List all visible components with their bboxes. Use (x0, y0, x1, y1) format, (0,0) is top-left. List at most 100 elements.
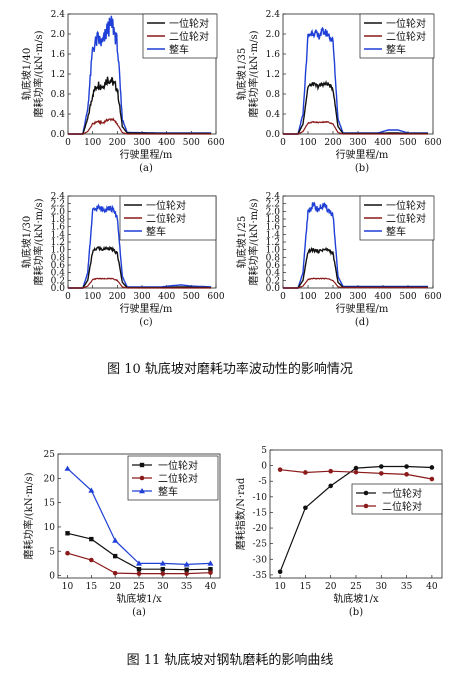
panel-label: (b) (355, 163, 369, 174)
y-tick-label: 1.6 (266, 50, 281, 60)
x-tick-label: 10 (274, 582, 286, 592)
y-tick-label: 0.4 (266, 110, 281, 120)
data-point (112, 537, 119, 543)
data-point (65, 531, 70, 536)
y-tick-label: 1.4 (266, 230, 281, 240)
x-tick-label: 15 (300, 582, 312, 592)
data-point (65, 550, 70, 556)
y-tick-label: 1.6 (266, 223, 281, 233)
legend-label: 二位轮对 (382, 500, 422, 513)
x-tick-label: 600 (207, 292, 224, 302)
legend-label: 整车 (169, 43, 189, 56)
data-point (184, 571, 189, 576)
panel-11b: 5 0 -5 -10 -15 -20 -25 -30 -35 10 15 20 25 30 35 40 一位轮对… (234, 446, 443, 618)
legend-label: 一位轮对 (386, 199, 426, 212)
y-tick-label: 2.4 (51, 192, 66, 202)
x-tick-label: 300 (133, 138, 150, 148)
x-axis-label: 行驶里程/m (120, 148, 173, 161)
y-tick-label: 2.0 (51, 207, 66, 217)
legend-label: 一位轮对 (158, 459, 198, 472)
y-axis-label: 磨耗功率/(kN·m/s) (247, 30, 260, 117)
legend-label: 一位轮对 (386, 17, 426, 30)
x-axis-label: 行驶里程/m (120, 302, 173, 315)
y-tick-label: 20 (44, 474, 56, 484)
y-tick-label: 0.4 (51, 269, 66, 279)
panel-10b: 0.0 0.4 0.8 1.2 1.6 2.0 2.4 0 100 200 300 400 500 600… (235, 10, 442, 174)
data-point (159, 560, 166, 566)
x-tick-label: 100 (299, 138, 316, 148)
x-tick-label: 600 (424, 138, 441, 148)
x-tick-label: 300 (133, 292, 150, 302)
x-tick-label: 15 (86, 582, 98, 592)
y-tick-label: 1.0 (266, 246, 281, 256)
data-point (404, 472, 409, 477)
legend-label: 二位轮对 (386, 30, 426, 43)
x-tick-label: 200 (109, 292, 126, 302)
figure11-caption: 图 11 轨底坡对钢轨磨耗的影响曲线 (127, 652, 334, 668)
x-tick-label: 600 (207, 138, 224, 148)
x-tick-label: 200 (324, 292, 341, 302)
y-axis-label: 磨耗功率/(kN·m/s) (32, 198, 45, 285)
y-tick-label: 2.4 (266, 192, 281, 202)
x-tick-label: 0 (65, 138, 71, 148)
y-axis-slope-label: 轨底坡1/25 (235, 216, 248, 268)
y-tick-label: 0 (261, 462, 267, 472)
x-tick-label: 100 (84, 292, 101, 302)
y-tick-label: 0.2 (51, 276, 65, 286)
data-point (88, 487, 95, 493)
legend-label: 二位轮对 (158, 472, 198, 485)
y-tick-label: -15 (253, 508, 268, 518)
x-tick-label: 35 (181, 582, 193, 592)
y-tick-label: 2.4 (51, 10, 66, 20)
y-tick-label: 2.0 (51, 30, 66, 40)
y-tick-label: 0.0 (266, 284, 281, 294)
legend-label: 整车 (386, 43, 406, 56)
x-tick-label: 200 (324, 138, 341, 148)
y-tick-label: 0.8 (266, 90, 281, 100)
series-line-wheelset1 (279, 465, 432, 573)
x-tick-label: 300 (349, 138, 366, 148)
legend-label: 二位轮对 (386, 212, 426, 225)
panel-label: (b) (349, 607, 363, 618)
y-tick-label: 0 (49, 572, 55, 582)
data-point (208, 567, 213, 572)
legend-label: 二位轮对 (146, 212, 186, 225)
data-point (328, 468, 334, 474)
y-tick-label: 10 (44, 523, 56, 533)
x-tick-label: 0 (280, 292, 286, 302)
y-tick-label: 1.2 (51, 238, 65, 248)
y-tick-label: 5 (49, 547, 55, 557)
data-point (64, 465, 71, 471)
data-point (89, 536, 94, 542)
y-axis-slope-label: 轨底坡1/35 (235, 48, 248, 100)
panel-10a: 0.0 0.4 0.8 1.2 1.6 2.0 2.4 0 100 200 300 400 500 600… (20, 10, 225, 174)
y-tick-label: 2.4 (266, 10, 281, 20)
data-point (378, 471, 384, 476)
y-tick-label: -20 (253, 524, 268, 534)
x-tick-label: 100 (299, 292, 316, 302)
y-tick-label: 0.0 (51, 130, 66, 140)
y-tick-label: -10 (253, 493, 268, 503)
legend-marker (139, 475, 145, 481)
data-point (112, 553, 118, 559)
series-line-wheelset2 (283, 120, 428, 135)
data-point (207, 560, 214, 566)
y-tick-label: 15 (44, 499, 56, 509)
data-point (208, 570, 213, 575)
x-tick-label: 500 (183, 138, 200, 148)
y-tick-label: 0.4 (266, 269, 281, 279)
x-tick-label: 400 (158, 138, 175, 148)
panel-label: (d) (355, 317, 369, 328)
y-axis-label: 磨耗指数/N·rad (234, 477, 247, 550)
x-tick-label: 20 (325, 582, 337, 592)
legend-marker (139, 488, 145, 494)
data-point (183, 561, 190, 567)
y-tick-label: 0.6 (51, 261, 66, 271)
y-tick-label: 0.8 (51, 253, 66, 263)
x-tick-label: 0 (280, 138, 286, 148)
x-tick-label: 35 (401, 582, 413, 592)
figure10-caption: 图 10 轨底坡对磨耗功率波动性的影响情况 (107, 361, 353, 377)
data-point (160, 571, 166, 576)
legend-label: 整车 (386, 225, 406, 238)
